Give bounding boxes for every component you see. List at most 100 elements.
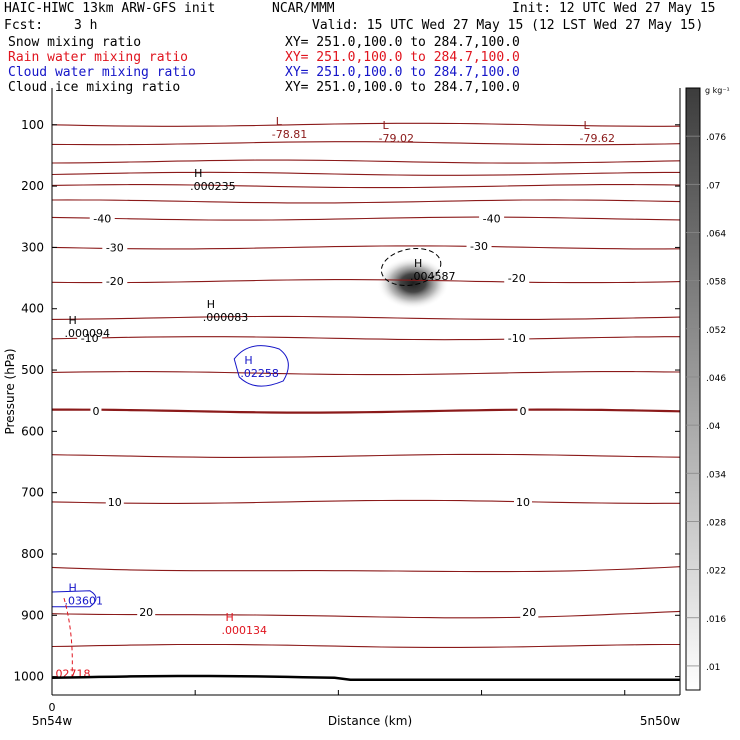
isotherm-line [51,279,681,284]
extremum-marker: L [584,119,591,132]
isotherm-label: 10 [108,496,122,509]
field-cloudwater-xy: XY= 251.0,100.0 to 284.7,100.0 [285,65,520,80]
init-time: Init: 12 UTC Wed 27 May 15 [512,1,716,16]
isotherm-label: -20 [106,275,124,288]
cloud-water-contour [233,345,289,387]
isotherm-line [51,499,680,504]
extremum-marker: H [226,611,234,624]
x-axis-title: Distance (km) [328,714,412,728]
extremum-marker: L [383,119,390,132]
isotherm-label: 20 [139,606,153,619]
isotherm-label: 20 [522,606,536,619]
isotherm-line [51,245,681,250]
forecast-label: Fcst: [4,18,44,33]
isotherm-label: -10 [81,332,99,345]
y-axis-title: Pressure (hPa) [3,348,17,434]
colorbar-tick-label: .058 [706,278,726,288]
extremum-value: -78.81 [272,128,307,141]
field-snow-xy: XY= 251.0,100.0 to 284.7,100.0 [285,35,520,50]
colorbar-unit: g kg⁻¹ [705,86,730,95]
colorbar-tick-label: .076 [706,133,726,143]
colorbar-tick-label: .034 [706,470,726,480]
isotherm-label-bg [520,606,539,619]
isotherm-label: 0 [520,405,527,418]
cloud-ice-contour [380,248,442,286]
isotherm-label: -40 [483,213,501,226]
x-right-endpoint-label: 5n50w [640,714,681,728]
extremum-marker: H [69,314,77,327]
x-tick-label: 0 [49,701,56,714]
isotherm-label-bg [479,212,505,225]
colorbar-tick-label: .04 [706,422,721,432]
isotherm-line [51,566,681,573]
terrain-line [51,674,680,681]
colorbar-tick-label: .016 [706,615,726,625]
y-tick-label: 1000 [13,670,44,684]
isotherm-label-bg [90,405,102,418]
colorbar-tick-label: .064 [706,229,726,239]
isotherm-line [51,216,681,221]
isotherm-label-bg [517,405,529,418]
cloud-ice-shading [377,257,450,310]
extremum-marker: H [207,298,215,311]
isotherm-label-bg [105,495,124,508]
colorbar-tick-label: .01 [706,663,720,673]
isotherm-label-bg [504,332,530,345]
y-tick-label: 600 [21,424,44,438]
temperature-contours: -40 -40 -30 -30 -20 -20 -10 -10 0 0 10 10 20 20 [51,122,681,648]
isotherm-line [51,122,681,127]
isotherm-line [52,408,681,414]
isotherm-line [51,371,681,376]
colorbar-tick-label: .028 [706,518,726,528]
isotherm-label: -40 [93,213,111,226]
extremum-value: .004587 [410,270,456,283]
extremum-value: .03601 [65,594,104,607]
y-tick-label: 400 [21,302,44,316]
isotherm-label-bg [466,240,492,253]
extremum-marker: H [69,581,77,594]
extremum-value: .000235 [190,180,236,193]
cloud-water-contour-low [51,590,97,608]
axes: 10020030040050060070080090010000Pressure… [3,88,681,728]
field-rain-xy: XY= 251.0,100.0 to 284.7,100.0 [285,50,520,65]
extremum-marker: H [414,257,422,270]
extremum-value: -79.02 [379,132,414,145]
y-tick-label: 200 [21,179,44,193]
y-tick-label: 900 [21,608,44,622]
isotherm-line [51,199,681,204]
isotherm-line [51,171,680,176]
isotherm-line [51,643,680,648]
colorbar-tick-label: .07 [706,181,720,191]
extremum-value: .000094 [65,327,111,340]
field-rain-name: Rain water mixing ratio [8,50,189,65]
isotherm-label-bg [137,606,156,619]
y-tick-label: 500 [21,363,44,377]
isotherm-line [51,453,681,458]
y-tick-label: 700 [21,486,44,500]
field-cloudwater-name: Cloud water mixing ratio [8,65,196,80]
extremum-marker: H [194,167,202,180]
colorbar: .076 .07 .064 .058 .052 .046 .04 .034 .028 .022 .0… [685,86,730,691]
field-snow-name: Snow mixing ratio [8,35,142,50]
isotherm-label-bg [504,272,530,285]
colorbar-bar [685,87,701,691]
isotherm-label: -10 [508,332,526,345]
isotherm-label-bg [102,275,128,288]
y-tick-label: 100 [21,118,44,132]
isotherm-label-bg [102,241,128,254]
isotherm-line [51,159,681,164]
isotherm-label: 10 [516,496,530,509]
extremum-marker: L [276,115,283,128]
colorbar-tick-label: .046 [706,374,726,384]
colorbar-tick-label: .052 [706,326,726,336]
isotherm-label-bg [77,332,103,345]
valid-time: Valid: 15 UTC Wed 27 May 15 (12 LST Wed … [312,18,704,33]
extremum-value: .02258 [240,367,279,380]
isotherm-line [51,141,681,146]
isotherm-label-bg [89,212,115,225]
colorbar-tick-label: .022 [706,567,726,577]
extremum-value: .000134 [222,624,268,637]
org-title: NCAR/MMM [272,1,335,16]
forecast-hours: 3 h [74,18,98,33]
isotherm-label: -20 [508,272,526,285]
